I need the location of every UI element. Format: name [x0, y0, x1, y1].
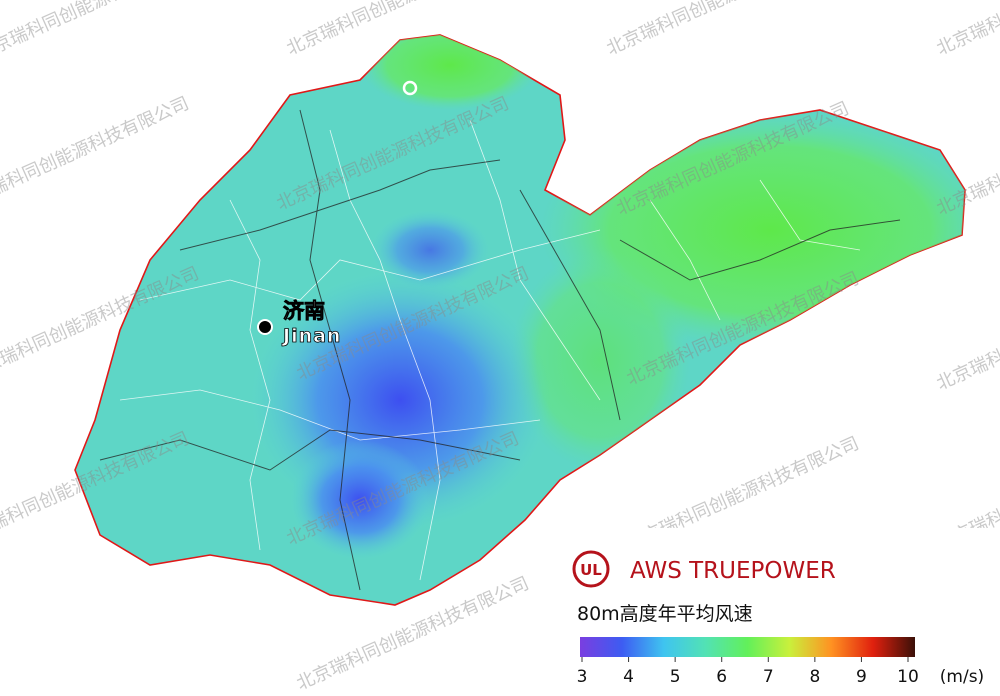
- tick-label: 4: [623, 667, 634, 687]
- city: 济南 Jinan: [257, 80, 418, 347]
- land: [74, 34, 966, 606]
- tick-label: 10: [897, 667, 919, 687]
- legend-panel: UL AWS TRUEPOWER 80m高度年平均风速 3 4 5 6 7 8 9 10 (m…: [565, 528, 1000, 696]
- tick-label: 7: [763, 667, 774, 687]
- legend-unit: (m/s): [940, 667, 984, 687]
- watermark: 北京瑞科同创能源科技有限公司: [0, 0, 212, 65]
- logo-ring: [572, 550, 610, 588]
- colorbar-ticks: 3 4 5 6 7 8 9 10: [577, 657, 919, 687]
- city-marker: [257, 319, 273, 335]
- legend-title: 80m高度年平均风速: [577, 603, 753, 625]
- legend-background: [565, 528, 1000, 696]
- tick-label: 6: [716, 667, 727, 687]
- colorbar: [580, 637, 915, 657]
- station-marker: [402, 80, 418, 96]
- city-name-zh: 济南: [283, 299, 325, 323]
- tick-label: 9: [856, 667, 867, 687]
- logo-mark: UL: [580, 561, 602, 579]
- watermark: 北京瑞科同创能源科技有限公司: [603, 0, 842, 60]
- watermark: 北京瑞科同创能源科技有限公司: [0, 93, 192, 215]
- watermark: 北京瑞科同创能源科技有限公司: [933, 273, 1000, 395]
- city-name-en: Jinan: [281, 325, 341, 347]
- logo-brand: AWS TRUEPOWER: [630, 558, 836, 584]
- tick-label: 3: [577, 667, 588, 687]
- tick-label: 5: [670, 667, 681, 687]
- watermark: 北京瑞科同创能源科技有限公司: [933, 0, 1000, 60]
- tick-label: 8: [809, 667, 820, 687]
